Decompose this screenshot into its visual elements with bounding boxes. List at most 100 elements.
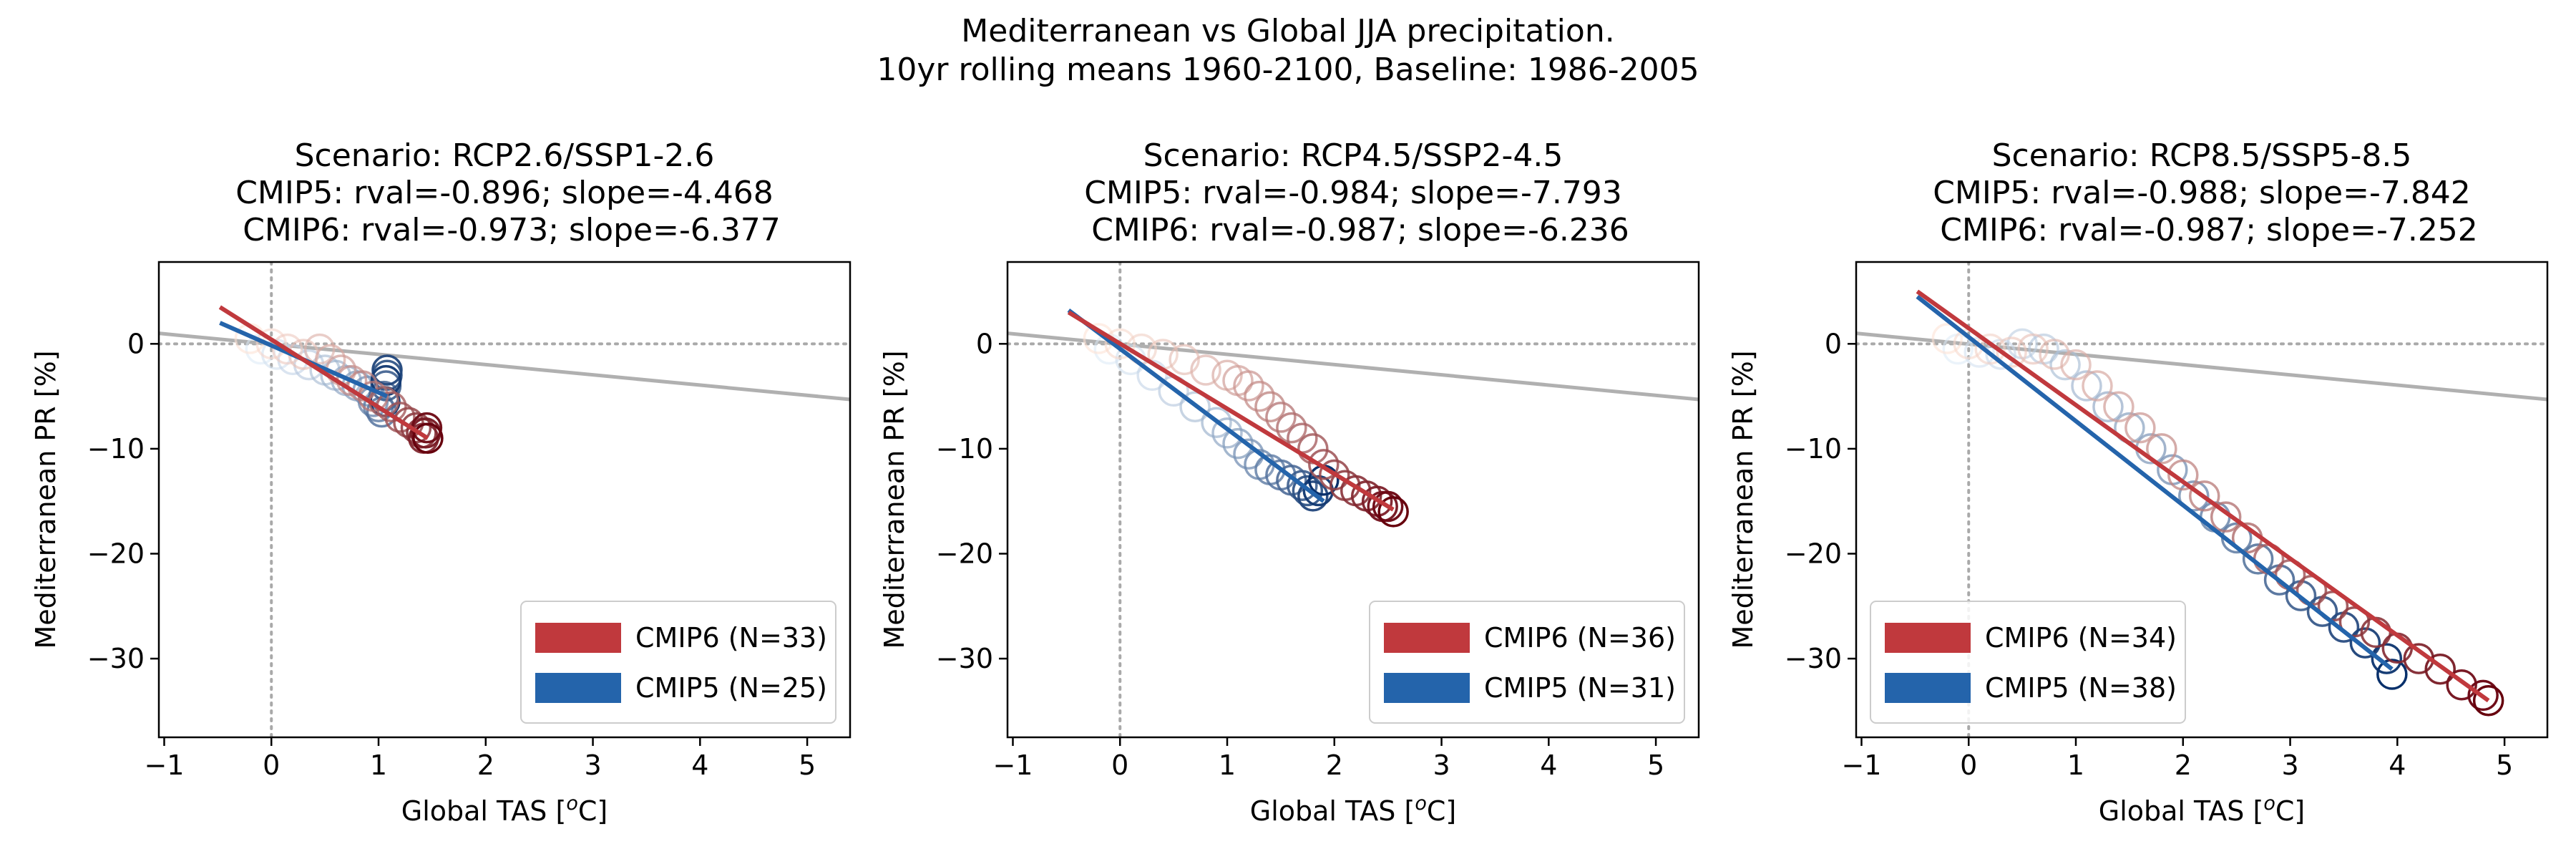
legend-swatch-cmip5 [1384,673,1470,703]
y-tick-label: −30 [87,643,145,674]
fit-line-cmip6 [1067,310,1395,512]
y-axis-label: Mediterranean PR [%] [879,350,910,649]
x-axis-label-text: Global TAS [ [401,795,567,827]
scatter-point [1201,407,1232,439]
scatter-point [2338,606,2371,638]
scatter-point [1265,402,1297,433]
scatter-point [1372,490,1404,523]
y-tick-label: −10 [936,433,993,465]
chart-panels: Scenario: RCP2.6/SSP1-2.6 CMIP5: rval=-0.… [30,137,2549,827]
scatter-point [2071,370,2102,402]
x-tick-label: 0 [1960,749,1977,781]
y-axis-label: Mediterranean PR [%] [1727,350,1759,649]
scatter-point [1292,475,1324,507]
scatter-point [303,333,336,365]
scatter-point [1244,380,1275,412]
scatter-point [2210,501,2242,533]
x-axis-label-degree: o [566,792,578,815]
panel-subtitle-cmip6: CMIP6: rval=-0.987; slope=-7.252 [1940,212,2478,248]
y-tick-label: −30 [936,643,993,674]
plot-area [1856,262,2547,737]
scatter-point [1297,480,1329,512]
scatter-point [2167,459,2199,491]
panel-subtitle-cmip6: CMIP6: rval=-0.973; slope=-6.377 [243,212,781,248]
scatter-point [1179,391,1211,423]
x-tick-label: 3 [2281,749,2298,781]
legend-box [1369,601,1685,724]
scatter-point [2178,480,2210,512]
y-tick-label: −20 [936,538,993,569]
panel-title: Scenario: RCP2.6/SSP1-2.6 [295,137,715,174]
x-tick-label: 4 [691,749,708,781]
panel-title: Scenario: RCP8.5/SSP5-8.5 [1992,137,2412,174]
scatter-point [2188,480,2220,512]
x-tick-label: 3 [1433,749,1450,781]
scatter-point [271,333,303,365]
scatter-point [1254,391,1286,423]
fit-line-cmip5 [1916,295,2394,671]
scatter-point [255,328,288,360]
scatter-point [1222,427,1254,460]
x-tick-label: 5 [1647,749,1664,781]
legend-swatch-cmip5 [1885,673,1971,703]
x-axis-label: Global TAS [oC] [2099,792,2305,827]
scatter-point [2472,684,2504,717]
legend-label-cmip5: CMIP5 (N=31) [1484,672,1676,704]
x-axis-label-unit: C] [578,795,608,827]
y-tick-label: −10 [1785,433,1842,465]
plot-frame [1855,261,2549,739]
x-tick-label: 1 [1219,749,1236,781]
scatter-point [1276,412,1307,444]
scatter-point [2349,627,2381,659]
scatter-point [2242,543,2274,575]
x-tick-label: 4 [1540,749,1557,781]
x-tick-label: 2 [477,749,494,781]
legend: CMIP6 (N=33) CMIP5 (N=25) [520,601,836,724]
x-axis-label-degree: o [1415,792,1427,815]
x-tick-label: 0 [263,749,280,781]
plot-frame [1006,261,1700,739]
scatter-point [1996,336,2027,368]
figure-title-line2: 10yr rolling means 1960-2100, Baseline: … [877,52,1699,88]
legend-swatch-cmip6 [1384,623,1470,653]
x-axis-label: Global TAS [oC] [1250,792,1456,827]
x-axis-label-unit: C] [2275,795,2305,827]
x-tick-label: 5 [799,749,816,781]
y-tick-label: 0 [976,328,993,359]
x-tick-label: 2 [1326,749,1343,781]
y-tick-label: 0 [1825,328,1842,359]
figure-title-line1: Mediterranean vs Global JJA precipitatio… [961,13,1614,49]
scatter-point [1211,417,1243,449]
fit-line-cmip5 [1067,309,1325,503]
legend-swatch-cmip6 [1885,623,1971,653]
legend-swatch-cmip5 [535,673,621,703]
scatter-point [2082,370,2113,402]
x-axis-label-degree: o [2263,792,2275,815]
scatter-point [1287,470,1318,501]
x-tick-label: 1 [2067,749,2084,781]
scatter-point [2103,391,2135,423]
scatter-point [371,354,403,386]
scatter-point [2467,679,2499,712]
fit-line-cmip6 [1916,289,2490,703]
y-tick-label: −10 [87,433,145,465]
panel-subtitle-cmip5: CMIP5: rval=-0.984; slope=-7.793 [1084,175,1622,211]
x-axis-label: Global TAS [oC] [401,792,608,827]
scatter-point [2124,412,2156,444]
scatter-point [2371,643,2403,674]
legend-box [520,601,836,724]
scatter-point [384,402,416,433]
y-axis-label: Mediterranean PR [%] [30,350,62,649]
legend: CMIP6 (N=34) CMIP5 (N=38) [1870,601,2186,724]
x-tick-label: −1 [992,749,1033,781]
legend-label-cmip6: CMIP6 (N=33) [635,622,827,654]
scatter-point [2017,333,2049,365]
y-tick-label: −30 [1785,643,1842,674]
scatter-point [2146,433,2177,465]
y-tick-label: −20 [1785,538,1842,569]
x-tick-label: 4 [2389,749,2406,781]
scatter-point [1104,328,1136,360]
